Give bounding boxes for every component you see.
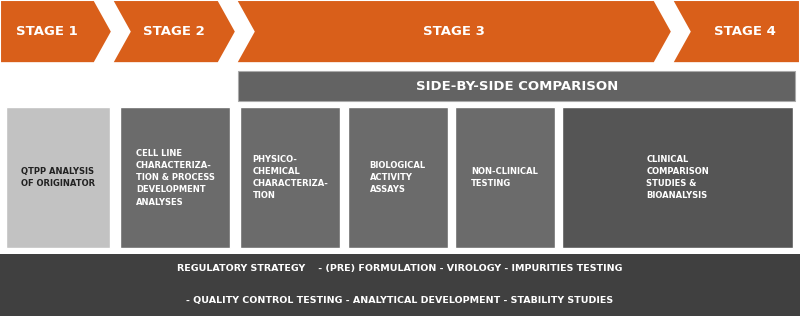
Polygon shape xyxy=(0,0,112,63)
Text: CELL LINE
CHARACTERIZA-
TION & PROCESS
DEVELOPMENT
ANALYSES: CELL LINE CHARACTERIZA- TION & PROCESS D… xyxy=(136,149,214,207)
Text: PHYSICO-
CHEMICAL
CHARACTERIZA-
TION: PHYSICO- CHEMICAL CHARACTERIZA- TION xyxy=(253,155,328,200)
Text: NON-CLINICAL
TESTING: NON-CLINICAL TESTING xyxy=(471,167,538,188)
Text: - QUALITY CONTROL TESTING - ANALYTICAL DEVELOPMENT - STABILITY STUDIES: - QUALITY CONTROL TESTING - ANALYTICAL D… xyxy=(186,296,614,305)
Text: STAGE 3: STAGE 3 xyxy=(423,25,485,38)
FancyBboxPatch shape xyxy=(0,254,800,316)
Text: SIDE-BY-SIDE COMPARISON: SIDE-BY-SIDE COMPARISON xyxy=(416,80,618,93)
Text: STAGE 2: STAGE 2 xyxy=(143,25,205,38)
Text: STAGE 4: STAGE 4 xyxy=(714,25,776,38)
Polygon shape xyxy=(236,0,672,63)
FancyBboxPatch shape xyxy=(6,107,110,248)
FancyBboxPatch shape xyxy=(348,107,448,248)
Polygon shape xyxy=(112,0,236,63)
FancyBboxPatch shape xyxy=(562,107,793,248)
Text: REGULATORY STRATEGY    - (PRE) FORMULATION - VIROLOGY - IMPURITIES TESTING: REGULATORY STRATEGY - (PRE) FORMULATION … xyxy=(178,264,622,273)
Text: STAGE 1: STAGE 1 xyxy=(16,25,78,38)
FancyBboxPatch shape xyxy=(120,107,230,248)
FancyBboxPatch shape xyxy=(454,107,555,248)
Text: QTPP ANALYSIS
OF ORIGINATOR: QTPP ANALYSIS OF ORIGINATOR xyxy=(21,167,95,188)
FancyBboxPatch shape xyxy=(238,71,795,101)
Text: CLINICAL
COMPARISON
STUDIES &
BIOANALYSIS: CLINICAL COMPARISON STUDIES & BIOANALYSI… xyxy=(646,155,709,200)
Polygon shape xyxy=(672,0,800,63)
FancyBboxPatch shape xyxy=(240,107,341,248)
Text: BIOLOGICAL
ACTIVITY
ASSAYS: BIOLOGICAL ACTIVITY ASSAYS xyxy=(370,161,426,194)
